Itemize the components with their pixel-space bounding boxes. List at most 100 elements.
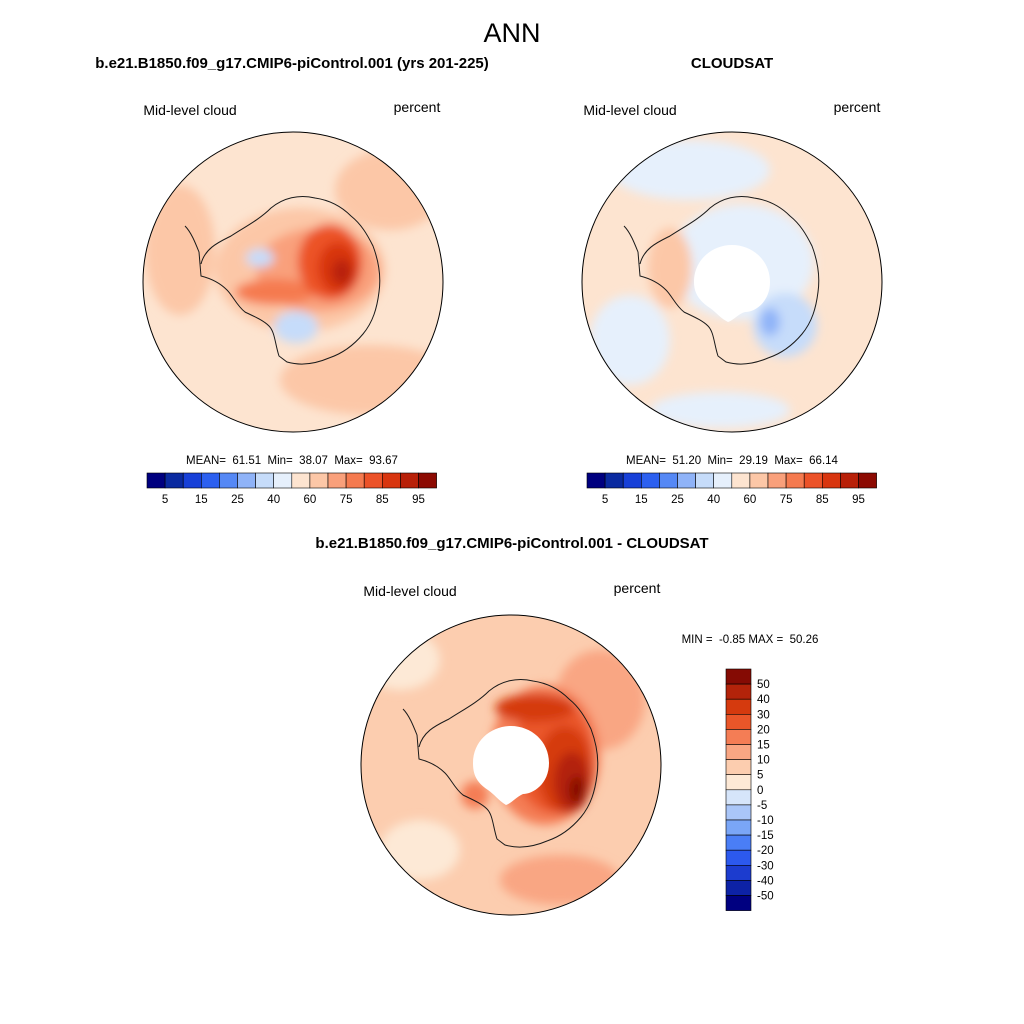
colorbar-swatch (713, 472, 733, 489)
colorbar-label: 5 (162, 494, 168, 506)
colorbar-label: 15 (195, 494, 208, 506)
colorbar-swatch (803, 472, 823, 489)
colorbar-label: 15 (635, 494, 648, 506)
field-patch (780, 172, 860, 228)
colorbar-swatch (725, 774, 752, 791)
colorbar-swatch (725, 683, 752, 700)
colorbar-swatch (821, 472, 841, 489)
colorbar-label: 95 (852, 494, 865, 506)
colorbar-swatch (327, 472, 347, 489)
colorbar-swatch (731, 472, 751, 489)
field-patch (569, 776, 585, 804)
field-patch (145, 185, 215, 315)
colorbar-label: 25 (671, 494, 684, 506)
colorbar-swatch (640, 472, 660, 489)
colorbar-swatch (725, 819, 752, 836)
colorbar-swatch (840, 472, 859, 489)
colorbar-label: 5 (602, 494, 608, 506)
field-patch (500, 855, 620, 905)
field-patch (380, 820, 460, 880)
panel-diff-stats: MIN = -0.85 MAX = 50.26 (682, 634, 819, 646)
colorbar-swatch (363, 472, 383, 489)
colorbar-swatch (604, 472, 624, 489)
panel-model-variable: Mid-level cloud (143, 102, 236, 118)
panel-model-colorbar: 5 15 25 40 60 75 85 95 (146, 472, 437, 506)
panel-obs-map (582, 132, 882, 432)
colorbar-swatch (146, 472, 166, 489)
colorbar-label: 40 (707, 494, 720, 506)
field-patch (332, 259, 352, 285)
colorbar-label: 50 (757, 679, 770, 691)
panel-obs-colorbar: 5 15 25 40 60 75 85 95 (586, 472, 877, 506)
colorbar-swatch (291, 472, 311, 489)
colorbar-swatch (725, 864, 752, 881)
colorbar-swatch (695, 472, 714, 489)
colorbar-swatch (749, 472, 769, 489)
panel-diff-variable: Mid-level cloud (363, 583, 456, 599)
colorbar-swatch (725, 804, 752, 821)
colorbar-swatch (219, 472, 238, 489)
colorbar-label: -20 (757, 845, 774, 857)
colorbar-label: -40 (757, 875, 774, 887)
panel-model-map (143, 132, 443, 432)
colorbar-label: 95 (412, 494, 425, 506)
panel-obs-units: percent (834, 99, 881, 115)
colorbar-swatch (785, 472, 805, 489)
field-patch (648, 228, 692, 308)
map-boundary (142, 131, 444, 433)
colorbar-swatch (164, 472, 184, 489)
colorbar-swatch (725, 744, 752, 760)
colorbar-label: 85 (816, 494, 829, 506)
map-boundary (581, 131, 883, 433)
field-patch (760, 308, 780, 336)
colorbar-label: 60 (304, 494, 317, 506)
colorbar-label: 15 (757, 740, 770, 752)
colorbar-swatch (725, 789, 752, 806)
colorbar-swatch (677, 472, 696, 489)
missing-data-hole (473, 726, 549, 805)
colorbar-swatch (255, 472, 275, 489)
colorbar-swatch (237, 472, 256, 489)
colorbar-label: 75 (340, 494, 353, 506)
panel-obs: CLOUDSAT Mid-level cloud percent MEAN= 5… (581, 55, 883, 506)
colorbar-swatch (725, 759, 752, 775)
colorbar-swatch (725, 698, 752, 715)
field-patch (280, 345, 443, 415)
colorbar-swatch (767, 472, 787, 489)
colorbar-swatch (725, 895, 752, 911)
colorbar-swatch (309, 472, 329, 489)
colorbar-swatch (725, 713, 752, 730)
field-patch (590, 295, 670, 385)
colorbar-label: 10 (757, 755, 770, 767)
colorbar-swatch (725, 880, 752, 896)
panel-obs-variable: Mid-level cloud (583, 102, 676, 118)
colorbar-swatch (725, 668, 752, 685)
colorbar-swatch (345, 472, 365, 489)
colorbar-swatch (725, 849, 752, 866)
colorbar-label: 75 (780, 494, 793, 506)
colorbar-swatch (622, 472, 642, 489)
colorbar-swatch (659, 472, 678, 489)
colorbar-label: -15 (757, 830, 774, 842)
colorbar-label: -50 (757, 891, 774, 903)
field-patch (461, 781, 489, 809)
figure-title: ANN (483, 18, 540, 48)
colorbar-swatch (201, 472, 220, 489)
colorbar-label: 25 (231, 494, 244, 506)
panel-diff: b.e21.B1850.f09_g17.CMIP6-piControl.001 … (315, 535, 819, 916)
panel-model-stats: MEAN= 61.51 Min= 38.07 Max= 93.67 (186, 455, 398, 467)
colorbar-swatch (586, 472, 606, 489)
colorbar-label: 0 (757, 785, 763, 797)
colorbar-swatch (418, 472, 437, 489)
colorbar-label: 30 (757, 709, 770, 721)
field-patch (495, 694, 575, 722)
field-patch (650, 392, 790, 428)
panel-diff-title: b.e21.B1850.f09_g17.CMIP6-piControl.001 … (315, 535, 708, 552)
colorbar-label: 60 (744, 494, 757, 506)
colorbar-swatch (182, 472, 202, 489)
field-patch (610, 140, 770, 200)
colorbar-swatch (381, 472, 401, 489)
panel-model-units: percent (394, 99, 441, 115)
